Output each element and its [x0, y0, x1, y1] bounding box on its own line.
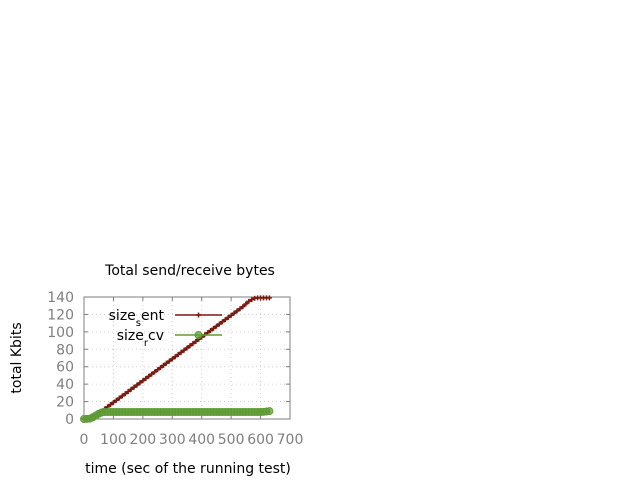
x-tick-label: 0	[80, 432, 89, 448]
data-point-size_sent	[155, 367, 161, 373]
data-point-size_sent	[210, 325, 216, 331]
series-size_rcv	[80, 407, 274, 423]
series-line-size_sent	[83, 297, 270, 420]
data-point-size_sent	[113, 397, 119, 403]
data-point-size_sent	[184, 345, 190, 351]
data-point-size_sent	[187, 343, 193, 349]
x-axis-label: time (sec of the running test)	[85, 461, 291, 477]
data-point-size_sent	[116, 395, 122, 401]
data-point-size_sent	[149, 371, 155, 377]
data-point-size_sent	[110, 399, 116, 405]
data-point-size_sent	[175, 352, 181, 358]
data-point-size_sent	[234, 308, 240, 314]
series-layer	[80, 295, 274, 423]
data-point-size_sent	[249, 297, 255, 303]
y-tick-label: 80	[56, 342, 74, 358]
chart-title: Total send/receive bytes	[104, 263, 275, 279]
y-tick-label: 0	[65, 412, 74, 428]
legend-marker-size_rcv	[194, 331, 203, 339]
data-point-size_sent	[181, 347, 187, 353]
legend-label-size_sent: sizesent	[109, 308, 165, 329]
data-point-size_sent	[178, 349, 184, 355]
data-point-size_sent	[146, 373, 152, 379]
legend-marker-size_sent	[196, 312, 201, 318]
x-tick-label: 500	[218, 432, 245, 448]
x-tick-label: 600	[247, 432, 274, 448]
data-point-size_sent	[152, 369, 158, 375]
data-point-size_sent	[237, 306, 243, 312]
x-tick-label: 400	[188, 432, 215, 448]
data-point-size_sent	[246, 298, 252, 304]
y-tick-label: 140	[47, 290, 74, 306]
data-point-size_sent	[219, 319, 225, 325]
y-tick-label: 60	[56, 360, 74, 376]
data-point-size_sent	[140, 378, 146, 384]
y-axis-label: total Kbits	[9, 322, 25, 393]
data-point-size_sent	[193, 338, 199, 344]
data-point-size_sent	[266, 295, 272, 301]
data-point-size_sent	[216, 321, 222, 327]
data-point-size_rcv	[265, 407, 274, 416]
data-point-size_sent	[166, 358, 172, 364]
data-point-size_sent	[128, 386, 134, 392]
data-point-size_sent	[160, 362, 166, 368]
data-point-size_sent	[125, 389, 131, 395]
data-point-size_sent	[240, 304, 246, 310]
data-point-size_sent	[107, 402, 113, 408]
x-tick-label: 200	[129, 432, 156, 448]
data-point-size_sent	[225, 314, 231, 320]
x-tick-label: 300	[159, 432, 186, 448]
data-point-size_sent	[134, 382, 140, 388]
x-axis-ticks: 0 100 200 300 400 500 600 700	[80, 297, 304, 448]
data-point-size_sent	[158, 365, 164, 371]
legend-label-size_rcv: sizercv	[117, 328, 164, 349]
data-point-size_sent	[231, 310, 237, 316]
y-tick-label: 40	[56, 377, 74, 393]
data-point-size_sent	[131, 384, 137, 390]
data-point-size_sent	[208, 328, 214, 334]
data-point-size_sent	[163, 360, 169, 366]
y-tick-label: 120	[47, 307, 74, 323]
x-tick-label: 700	[277, 432, 304, 448]
y-tick-label: 100	[47, 325, 74, 341]
data-point-size_sent	[143, 375, 149, 381]
data-point-size_sent	[243, 301, 249, 307]
data-point-size_sent	[169, 356, 175, 362]
data-point-size_sent	[190, 341, 196, 347]
y-tick-label: 20	[56, 395, 74, 411]
data-point-size_sent	[172, 354, 178, 360]
data-point-size_sent	[213, 323, 219, 329]
plot-frame	[83, 296, 291, 420]
data-point-size_sent	[122, 391, 128, 397]
data-point-size_sent	[222, 317, 228, 323]
data-point-size_sent	[228, 312, 234, 318]
x-tick-label: 100	[100, 432, 127, 448]
data-point-size_sent	[137, 380, 143, 386]
data-point-size_sent	[119, 393, 125, 399]
